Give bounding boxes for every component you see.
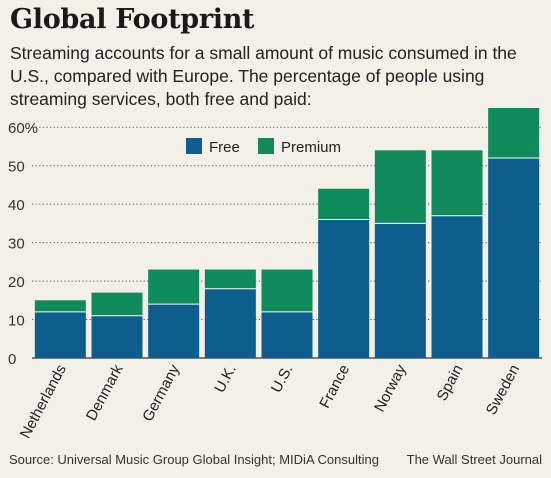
bar-premium (318, 188, 370, 220)
x-tick-label: Netherlands (17, 362, 70, 441)
bar-free (318, 219, 370, 358)
legend-label-premium: Premium (281, 139, 341, 156)
x-tick-label: Denmark (83, 361, 127, 423)
x-tick-label: France (316, 362, 353, 411)
bar-premium (488, 108, 540, 158)
bar-free (431, 215, 483, 358)
bar-premium (374, 150, 426, 224)
publisher-credit: The Wall Street Journal (406, 452, 542, 467)
legend-swatch-free (186, 138, 202, 154)
bar-premium (91, 292, 143, 316)
bar-premium (148, 269, 200, 305)
x-tick-label: Norway (371, 361, 410, 414)
source-note: Source: Universal Music Group Global Ins… (9, 452, 379, 467)
legend-swatch-premium (258, 138, 274, 154)
bar-premium (261, 269, 313, 312)
bar-free (261, 311, 313, 358)
x-tick-label: U.K. (211, 362, 240, 396)
chart-subtitle: Streaming accounts for a small amount of… (10, 43, 517, 109)
y-tick-label: 20 (8, 274, 25, 291)
x-tick-label: Sweden (483, 362, 523, 418)
x-tick-label: Spain (434, 362, 467, 404)
bars (34, 108, 540, 358)
bar-premium (204, 269, 256, 289)
bar-free (91, 315, 143, 358)
y-axis-tick-labels: 0 10 20 30 40 50 60% (8, 120, 38, 368)
bar-free (148, 304, 200, 358)
y-tick-label: 10 (8, 313, 25, 330)
y-tick-label: 0 (8, 351, 16, 368)
legend: Free Premium (186, 138, 341, 156)
legend-label-free: Free (209, 139, 240, 156)
y-tick-label: 30 (8, 236, 25, 253)
y-tick-label: 40 (8, 197, 25, 214)
x-tick-label: Germany (139, 361, 183, 424)
x-axis-tick-labels: Netherlands Denmark Germany U.K. U.S. France N… (17, 361, 523, 441)
x-tick-label: U.S. (268, 362, 297, 396)
y-tick-label: 60% (8, 120, 38, 137)
y-tick-label: 50 (8, 159, 25, 176)
bar-premium (34, 300, 86, 312)
bar-free (488, 158, 540, 358)
bar-free (374, 223, 426, 358)
bar-premium (431, 150, 483, 216)
bar-free (204, 288, 256, 358)
bar-free (34, 311, 86, 358)
chart-title: Global Footprint (10, 4, 255, 35)
